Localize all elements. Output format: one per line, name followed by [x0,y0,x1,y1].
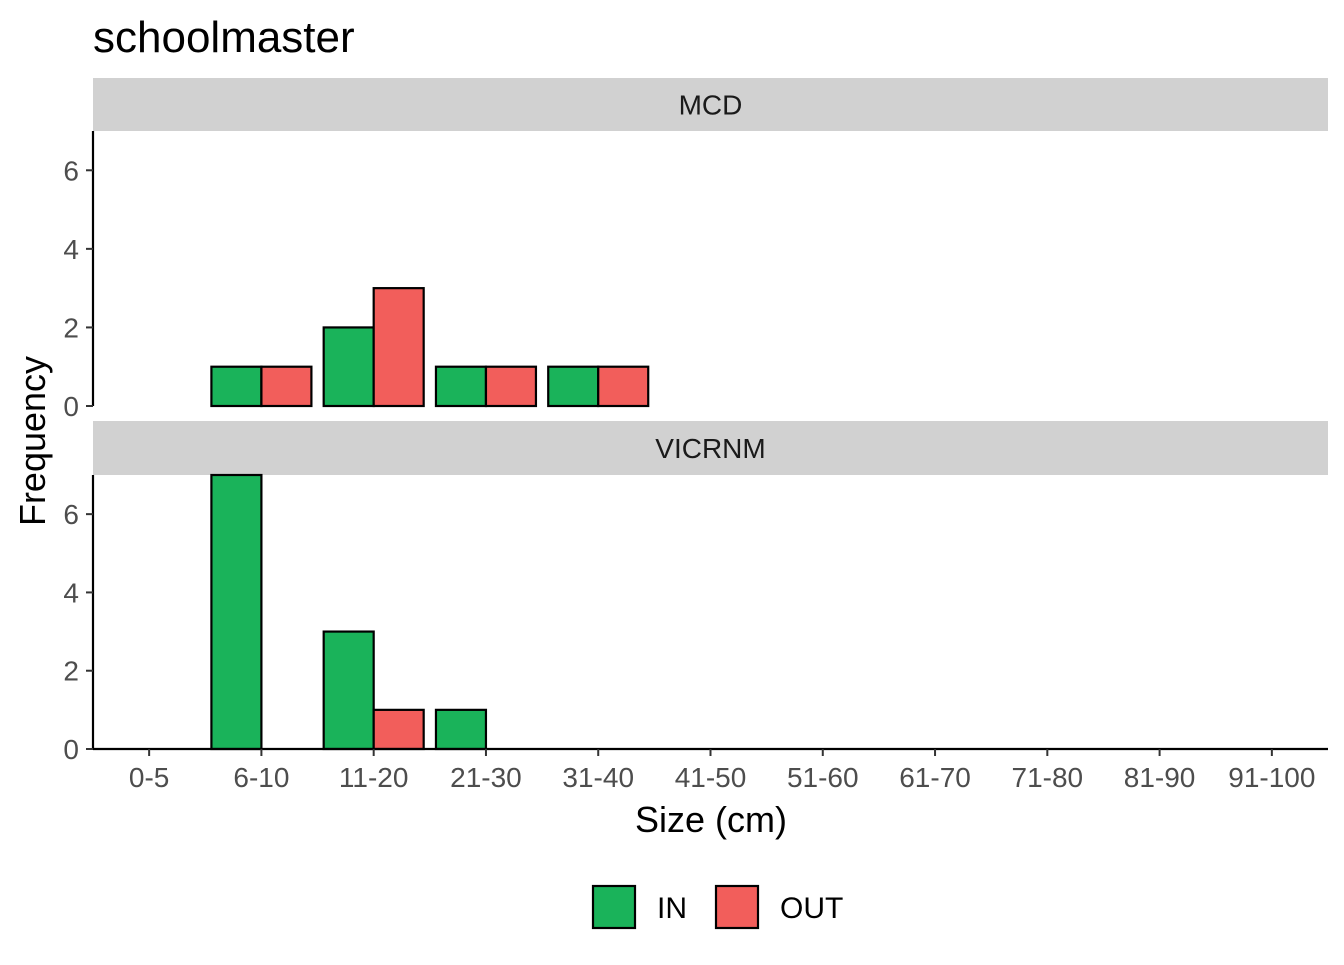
bar-out-6-10 [260,365,313,408]
x-tick-label: 91-100 [1228,762,1315,793]
legend-swatch [714,884,760,930]
legend-item-out: OUT [714,884,843,930]
bar-out-11-20 [372,708,425,751]
bar-out-11-20 [372,287,425,408]
y-tick-label: 0 [63,734,79,765]
y-tick-label: 6 [63,499,79,530]
y-axis-title: Frequency [12,356,53,526]
facet-strip [93,78,1328,131]
bar-in-31-40 [547,365,600,408]
bar-in-6-10 [210,365,263,408]
x-tick-label: 41-50 [675,762,747,793]
legend: IN OUT [591,884,843,930]
bar-in-11-20 [322,326,375,408]
x-tick-label: 71-80 [1012,762,1084,793]
legend-label: IN [657,892,687,925]
x-tick-label: 51-60 [787,762,859,793]
chart-title: schoolmaster [93,13,355,62]
x-tick-label: 21-30 [450,762,522,793]
x-tick-label: 11-20 [339,762,409,793]
legend-item-in: IN [591,884,687,930]
y-tick-label: 2 [63,312,79,343]
y-tick-label: 2 [63,656,79,687]
x-tick-label: 81-90 [1124,762,1196,793]
facet-strip [93,421,1328,475]
x-tick-label: 0-5 [129,762,169,793]
y-tick-label: 0 [63,391,79,422]
legend-swatch [591,884,637,930]
y-tick-label: 6 [63,155,79,186]
facet-panel-vicrnm: VICRNM 0 2 4 6 [63,421,1328,765]
y-tick-label: 4 [63,577,79,608]
bar-in-11-20 [322,630,375,751]
facet-strip-label: VICRNM [655,433,765,464]
bar-out-21-30 [484,365,538,408]
bar-out-31-40 [597,365,650,408]
x-axis-title: Size (cm) [635,799,787,840]
x-tick-label: 61-70 [899,762,971,793]
x-tick-label: 6-10 [233,762,289,793]
bar-in-21-30 [434,708,488,751]
facet-panels: MCD 0 2 4 6 VICRNM 0 2 4 6 [63,78,1328,765]
bar-in-21-30 [434,365,488,408]
facet-panel-mcd: MCD 0 2 4 6 [63,78,1328,422]
legend-label: OUT [780,892,843,925]
x-axis: 0-5 6-10 11-20 21-30 31-40 41-50 51-60 61-70 71-… [93,747,1328,793]
facet-strip-label: MCD [679,90,743,121]
y-tick-label: 4 [63,234,79,265]
bar-in-6-10 [210,473,263,751]
x-tick-label: 31-40 [562,762,634,793]
